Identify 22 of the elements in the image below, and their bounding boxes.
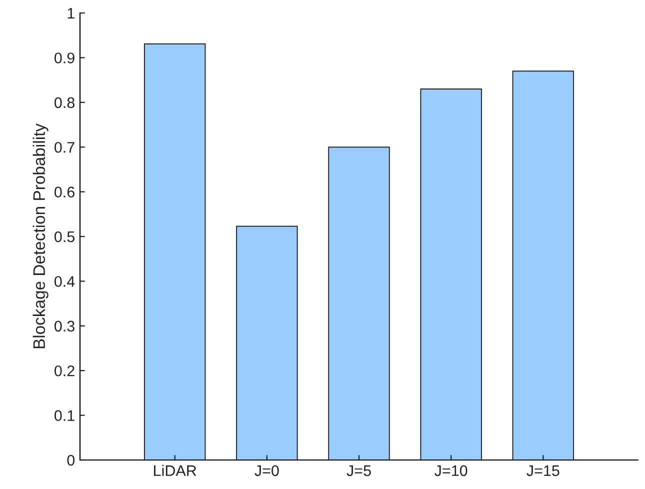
x-tick-label: J=0 bbox=[254, 465, 279, 476]
bar bbox=[144, 43, 206, 460]
y-tick-label: 1 bbox=[68, 8, 74, 19]
bar bbox=[420, 88, 482, 460]
x-tick-label: LiDAR bbox=[154, 464, 196, 476]
y-tick-label: 0.2 bbox=[54, 365, 74, 376]
y-tick-label: 0.6 bbox=[54, 186, 74, 198]
y-tick-label: 0.4 bbox=[54, 276, 75, 287]
y-tick-label: 0 bbox=[67, 454, 75, 466]
y-tick-label: 0.8 bbox=[54, 97, 74, 108]
y-tick-label: 0.3 bbox=[54, 320, 74, 332]
x-tick-label: J=15 bbox=[526, 465, 560, 476]
y-axis-title: Blockage Detection Probability bbox=[32, 124, 48, 348]
bar bbox=[328, 146, 390, 460]
x-tick-label: J=5 bbox=[346, 465, 371, 476]
bar bbox=[236, 226, 298, 460]
y-tick-label: 0.1 bbox=[54, 410, 74, 421]
y-tick-label: 0.9 bbox=[54, 52, 74, 64]
bar bbox=[512, 70, 574, 460]
x-tick-label: J=10 bbox=[434, 465, 468, 476]
y-tick-label: 0.7 bbox=[54, 142, 74, 153]
y-tick-label: 0.5 bbox=[54, 231, 74, 242]
